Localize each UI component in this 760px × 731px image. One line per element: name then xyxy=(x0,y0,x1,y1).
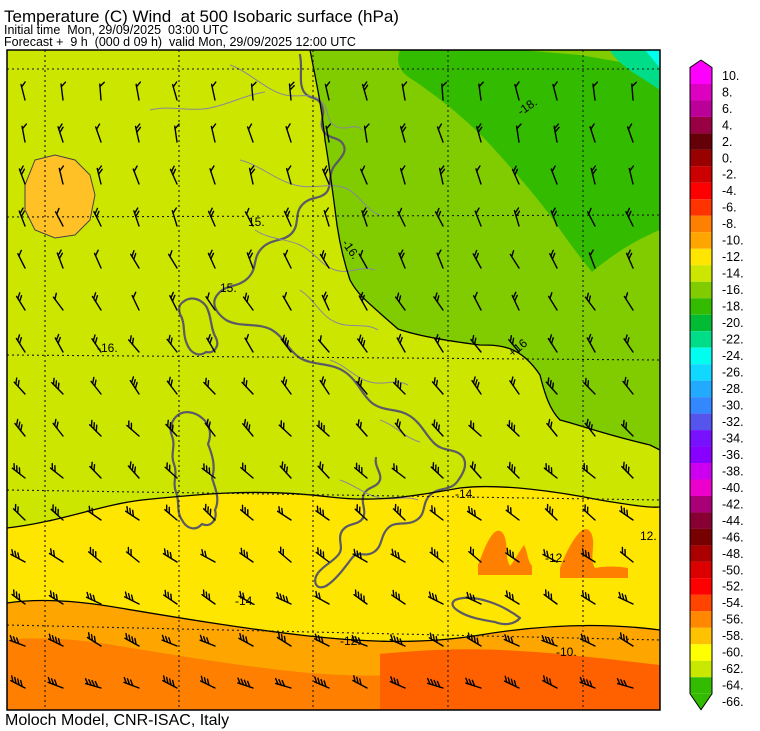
svg-text:6.: 6. xyxy=(722,102,732,116)
svg-text:-18.: -18. xyxy=(722,300,744,314)
svg-text:-20.: -20. xyxy=(722,316,744,330)
svg-text:-50.: -50. xyxy=(722,563,744,577)
svg-text:-38.: -38. xyxy=(722,464,744,478)
svg-text:-54.: -54. xyxy=(722,596,744,610)
svg-text:0.: 0. xyxy=(722,151,732,165)
svg-text:-4.: -4. xyxy=(722,184,737,198)
svg-text:-62.: -62. xyxy=(722,662,744,676)
svg-text:-58.: -58. xyxy=(722,629,744,643)
svg-text:-48.: -48. xyxy=(722,547,744,561)
svg-text:-66.: -66. xyxy=(722,695,744,709)
svg-text:-22.: -22. xyxy=(722,333,744,347)
svg-text:-64.: -64. xyxy=(722,679,744,693)
svg-text:-52.: -52. xyxy=(722,580,744,594)
svg-text:10.: 10. xyxy=(722,69,739,83)
svg-text:-26.: -26. xyxy=(722,366,744,380)
svg-text:-16.: -16. xyxy=(97,341,118,355)
svg-text:-36.: -36. xyxy=(722,448,744,462)
svg-text:-10.: -10. xyxy=(556,645,577,659)
svg-text:-60.: -60. xyxy=(722,646,744,660)
svg-text:-32.: -32. xyxy=(722,415,744,429)
svg-text:-12.: -12. xyxy=(545,551,566,565)
svg-text:-56.: -56. xyxy=(722,613,744,627)
svg-text:-34.: -34. xyxy=(722,431,744,445)
svg-text:-30.: -30. xyxy=(722,399,744,413)
svg-text:15.: 15. xyxy=(220,281,237,295)
svg-text:-16.: -16. xyxy=(722,283,744,297)
svg-text:-46.: -46. xyxy=(722,530,744,544)
svg-text:2.: 2. xyxy=(722,135,732,149)
svg-text:-40.: -40. xyxy=(722,481,744,495)
svg-text:-14.: -14. xyxy=(722,267,744,281)
svg-text:-24.: -24. xyxy=(722,349,744,363)
svg-text:-42.: -42. xyxy=(722,497,744,511)
svg-text:-2.: -2. xyxy=(722,168,737,182)
svg-text:-12.: -12. xyxy=(722,250,744,264)
svg-text:-14.: -14. xyxy=(235,594,256,608)
svg-text:-10.: -10. xyxy=(722,234,744,248)
svg-text:-14.: -14. xyxy=(455,487,476,501)
svg-text:12.: 12. xyxy=(640,529,657,543)
svg-text:-44.: -44. xyxy=(722,514,744,528)
svg-text:8.: 8. xyxy=(722,85,732,99)
svg-text:-28.: -28. xyxy=(722,382,744,396)
svg-text:-8.: -8. xyxy=(722,217,737,231)
svg-text:-6.: -6. xyxy=(722,201,737,215)
svg-text:4.: 4. xyxy=(722,118,732,132)
